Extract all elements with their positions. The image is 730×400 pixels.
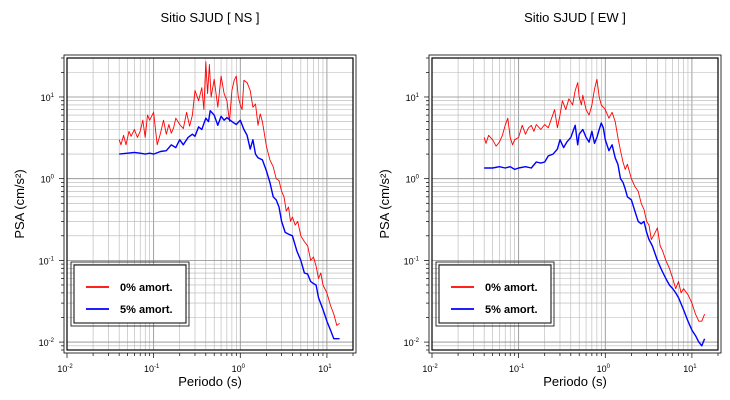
series-line-amort-0	[483, 78, 706, 322]
x-tick-label: 10-2	[57, 364, 73, 374]
x-tick-label: 101	[318, 364, 332, 374]
x-axis-label: Periodo (s)	[543, 374, 607, 389]
x-tick-label: 100	[232, 364, 246, 374]
series-line-amort-0	[118, 61, 340, 326]
legend: 0% amort. 5% amort.	[70, 261, 190, 327]
legend-label-amort-0: 0% amort.	[120, 282, 173, 294]
chart-title: Sitio SJUD [ NS ]	[161, 10, 260, 25]
series-line-amort-5	[484, 122, 706, 347]
plot-frame	[431, 57, 719, 351]
y-tick-label: 10-2	[404, 338, 420, 348]
chart-title: Sitio SJUD [ EW ]	[524, 10, 626, 25]
legend: 0% amort. 5% amort.	[435, 261, 555, 327]
x-axis-label: Periodo (s)	[178, 374, 242, 389]
chart-panel-ew: Sitio SJUD [ EW ] 10-2 10-1 100 101 10-2 10-1 1…	[377, 10, 722, 389]
plot-frame-outer	[428, 54, 722, 354]
legend-label-amort-5: 5% amort.	[485, 304, 538, 316]
legend-box-outer	[435, 261, 555, 327]
y-tick-label: 10-1	[404, 256, 420, 266]
y-tick-label: 10-2	[39, 338, 55, 348]
x-tick-label: 10-2	[422, 364, 438, 374]
y-tick-label: 10-1	[39, 256, 55, 266]
series-line-amort-5	[119, 109, 340, 340]
legend-box	[438, 264, 552, 324]
y-axis-label: PSA (cm/s²)	[12, 169, 27, 238]
y-axis-label: PSA (cm/s²)	[377, 169, 392, 238]
plot-frame	[66, 57, 354, 351]
y-tick-label: 101	[41, 93, 55, 103]
y-tick-label: 101	[406, 93, 420, 103]
plot-frame-outer	[63, 54, 357, 354]
x-tick-label: 10-1	[144, 364, 160, 374]
x-tick-label: 100	[597, 364, 611, 374]
legend-label-amort-5: 5% amort.	[120, 304, 173, 316]
legend-box	[73, 264, 187, 324]
grid	[67, 58, 353, 350]
legend-box-outer	[70, 261, 190, 327]
y-tick-label: 100	[406, 175, 420, 185]
chart-panel-ns: Sitio SJUD [ NS ] 10-2 10-1 100 101 10-2 10-1 1…	[12, 10, 357, 389]
legend-label-amort-0: 0% amort.	[485, 282, 538, 294]
x-tick-label: 101	[683, 364, 697, 374]
y-tick-label: 100	[41, 175, 55, 185]
x-tick-label: 10-1	[509, 364, 525, 374]
